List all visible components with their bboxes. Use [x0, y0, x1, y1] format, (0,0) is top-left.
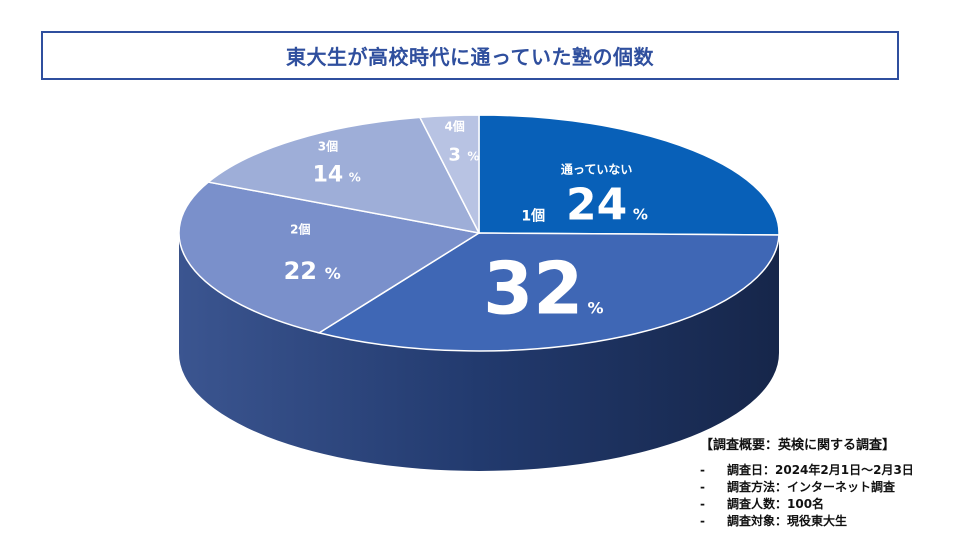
pie-slice-none	[478, 114, 780, 236]
pie-percent-sign: %	[349, 171, 361, 185]
survey-date: 調査日：2024年2月1日～2月3日	[727, 463, 914, 477]
pie-category-label: 1個	[521, 207, 545, 224]
pie-slice-1	[317, 232, 780, 352]
pie-slice-4	[418, 114, 480, 234]
pie-side-edge	[179, 233, 180, 353]
pie-labels: 通っていない 24 % 1個 32 % 2個 22 % 3個 14 % 4個 3%	[284, 119, 648, 331]
pie-category-label: 通っていない	[561, 161, 632, 176]
survey-item-date: - 調査日：2024年2月1日～2月3日	[700, 462, 950, 479]
pie-percent-sign: %	[587, 298, 603, 317]
survey-method: 調査方法：インターネット調査	[727, 480, 896, 494]
pie-percent-sign: %	[325, 264, 341, 283]
pie-slices	[178, 114, 780, 352]
survey-summary: 【調査概要：英検に関する調査】 - 調査日：2024年2月1日～2月3日 - 調…	[700, 434, 950, 530]
pie-category-label: 2個	[290, 221, 310, 236]
pie-slice-2	[178, 181, 482, 334]
survey-bullet: -	[700, 514, 705, 528]
survey-title: 【調査概要：英検に関する調査】	[700, 438, 896, 453]
survey-bullet: -	[700, 463, 705, 477]
pie-value-label: 24	[566, 180, 627, 231]
survey-count: 調査人数：100名	[727, 497, 825, 511]
survey-target: 調査対象：現役東大生	[727, 514, 848, 528]
pie-percent-sign: %	[467, 149, 479, 163]
pie-category-label: 3個	[318, 139, 338, 154]
pie-value-label: 3	[448, 144, 461, 165]
pie-side-rim	[179, 233, 779, 471]
survey-item-count: - 調査人数：100名	[700, 496, 950, 513]
pie-value-label: 32	[483, 246, 583, 330]
survey-item-method: - 調査方法：インターネット調査	[700, 479, 950, 496]
pie-category-label: 4個	[444, 119, 464, 134]
chart-title-box: 東大生が高校時代に通っていた塾の個数	[41, 31, 899, 80]
chart-title: 東大生が高校時代に通っていた塾の個数	[286, 45, 654, 69]
pie-percent-sign: %	[633, 206, 648, 224]
pie-value-label: 22	[284, 257, 317, 285]
pie-side-wall	[179, 233, 779, 471]
survey-bullet: -	[700, 497, 705, 511]
survey-item-target: - 調査対象：現役東大生	[700, 513, 950, 530]
pie-slice-3	[206, 116, 481, 235]
pie-value-label: 14	[313, 163, 344, 188]
survey-bullet: -	[700, 480, 705, 494]
